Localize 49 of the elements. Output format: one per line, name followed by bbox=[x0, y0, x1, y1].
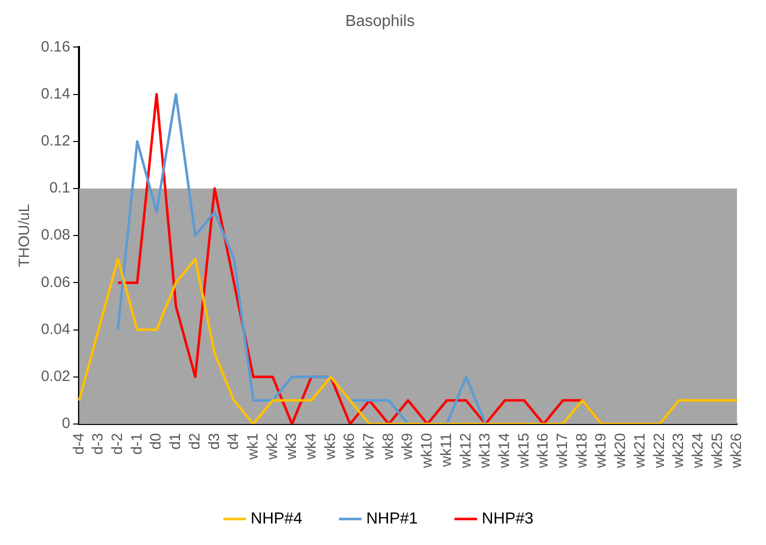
y-tick-label: 0.06 bbox=[40, 274, 70, 291]
x-tick-label: wk20 bbox=[612, 432, 630, 470]
y-tick-label: 0.04 bbox=[40, 320, 70, 338]
x-tick-label: wk9 bbox=[399, 432, 416, 461]
x-tick-label: wk3 bbox=[283, 432, 300, 461]
x-tick-label: wk24 bbox=[689, 432, 706, 470]
chart-title: Basophils bbox=[345, 13, 415, 30]
x-tick-label: d1 bbox=[167, 432, 184, 450]
x-tick-label: d4 bbox=[225, 432, 242, 450]
x-tick-label: d3 bbox=[206, 432, 223, 450]
x-tick-label: wk2 bbox=[264, 432, 281, 461]
x-tick-label: wk12 bbox=[457, 432, 474, 470]
y-tick-label: 0 bbox=[62, 415, 70, 432]
x-tick-label: d-2 bbox=[109, 432, 126, 455]
x-tick-label: wk5 bbox=[322, 432, 339, 461]
x-tick-label: d0 bbox=[148, 432, 165, 450]
x-tick-label: d-3 bbox=[90, 432, 107, 455]
legend-label: NHP#1 bbox=[366, 510, 418, 528]
x-tick-label: wk8 bbox=[380, 432, 397, 461]
x-tick-label: wk6 bbox=[341, 432, 358, 461]
y-tick-label: 0.12 bbox=[40, 132, 70, 150]
x-tick-label: wk11 bbox=[438, 432, 455, 468]
y-tick-label: 0.14 bbox=[40, 85, 70, 102]
x-tick-label: wk4 bbox=[302, 432, 320, 461]
x-tick-label: d-1 bbox=[128, 432, 146, 455]
x-tick-label: wk16 bbox=[534, 432, 552, 470]
legend-label: NHP#3 bbox=[482, 510, 534, 528]
x-tick-label: wk19 bbox=[592, 432, 610, 470]
x-tick-label: wk7 bbox=[360, 432, 378, 461]
y-axis-title: THOU/uL bbox=[16, 204, 34, 268]
y-tick-label: 0.16 bbox=[40, 38, 70, 56]
x-tick-label: wk17 bbox=[554, 432, 572, 470]
x-tick-label: wk13 bbox=[476, 432, 494, 470]
x-tick-label: wk26 bbox=[728, 432, 746, 470]
x-tick-label: wk1 bbox=[244, 432, 262, 461]
x-tick-label: wk15 bbox=[515, 432, 532, 470]
x-tick-label: wk21 bbox=[631, 432, 648, 470]
x-tick-label: wk23 bbox=[670, 432, 688, 470]
x-tick-label: d-4 bbox=[70, 432, 88, 455]
x-tick-label: wk10 bbox=[418, 432, 436, 470]
legend-label: NHP#4 bbox=[250, 510, 302, 528]
x-tick-label: d2 bbox=[186, 432, 204, 450]
y-tick-label: 0.02 bbox=[40, 368, 70, 386]
x-tick-label: wk14 bbox=[496, 432, 513, 470]
x-tick-label: wk25 bbox=[708, 432, 726, 470]
x-tick-label: wk18 bbox=[573, 432, 590, 470]
y-tick-label: 0.1 bbox=[49, 180, 70, 197]
y-tick-label: 0.08 bbox=[40, 226, 70, 244]
x-tick-label: wk22 bbox=[650, 432, 668, 470]
